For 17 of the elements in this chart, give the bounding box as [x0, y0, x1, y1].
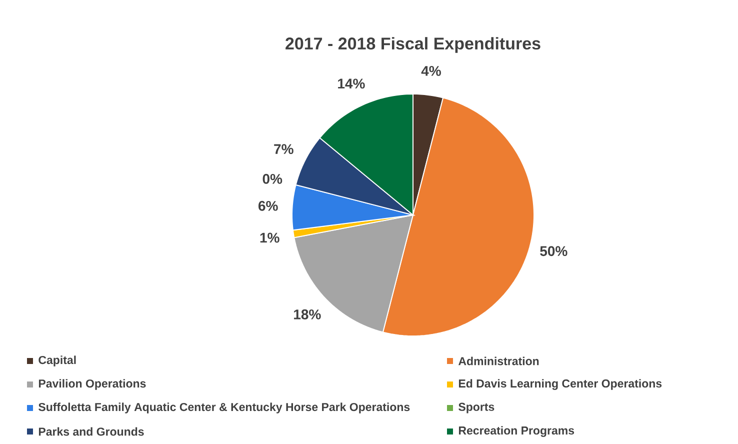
- legend-label: Ed Davis Learning Center Operations: [458, 379, 662, 390]
- data-label: 7%: [274, 144, 294, 154]
- legend-label: Administration: [458, 356, 539, 366]
- data-label: 50%: [540, 246, 568, 256]
- legend-label: Parks and Grounds: [38, 427, 144, 436]
- data-label: 4%: [421, 66, 441, 76]
- legend-label: Capital: [38, 356, 76, 366]
- data-label: 18%: [294, 309, 321, 320]
- text: 0%: [262, 174, 282, 184]
- chart-title: 2017 - 2018 Fiscal Expenditures: [286, 37, 540, 53]
- legend-label: Pavilion Operations: [38, 379, 146, 390]
- data-label: 14%: [338, 78, 365, 89]
- legend-label: Sports: [458, 402, 494, 414]
- data-label: 1%: [260, 232, 280, 243]
- legend-label: Suffoletta Family Aquatic Center & Kentucky Horse Park Operations: [38, 402, 410, 414]
- data-label: 6%: [258, 200, 278, 211]
- legend-label: Recreation Programs: [458, 426, 574, 437]
